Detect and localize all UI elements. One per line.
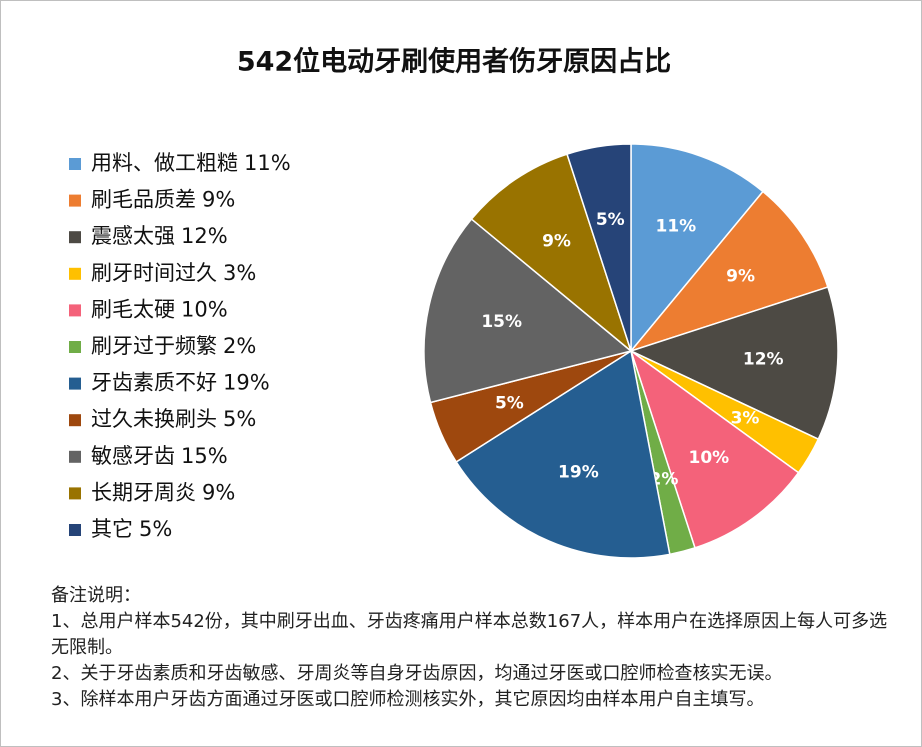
data-label: 15% [481,312,522,332]
data-label: 5% [596,210,625,230]
pie-slice [628,286,839,441]
chart-title: 542位电动牙刷使用者伤牙原因占比 [237,46,671,78]
data-label: 10% [689,448,730,468]
legend-entry: 震感太强 12% [91,224,228,248]
legend-value: 5% [223,407,256,431]
legend-value: 3% [223,261,256,285]
data-label: 3% [731,408,760,428]
legend-value: 19% [223,371,270,395]
legend-label: 敏感牙齿 [91,444,175,468]
legend-label: 震感太强 [91,224,175,248]
legend-swatch [69,194,81,207]
data-label: 12% [743,349,784,369]
legend-entry: 刷毛品质差 9% [91,188,235,212]
data-label: 5% [495,394,524,414]
legend-label: 牙齿素质不好 [91,371,217,395]
legend-label: 刷牙过于频繁 [91,334,217,358]
legend-swatch [69,341,81,353]
notes: 备注说明： 1、总用户样本542份，其中刷牙出血、牙齿疼痛用户样本总数167人，… [51,583,901,713]
legend-swatch [69,158,81,170]
legend-entry: 敏感牙齿 15% [91,444,228,468]
legend-value: 5% [139,517,172,541]
note-line: 3、除样本用户牙齿方面通过牙医或口腔师检测核实外，其它原因均由样本用户自主填写。 [51,689,765,710]
legend-swatch [69,450,81,463]
legend-entry: 刷牙时间过久 3% [91,261,256,285]
legend-swatch [69,524,81,536]
legend-value: 9% [202,188,235,212]
legend-label: 刷牙时间过久 [91,261,217,285]
legend-swatch [69,304,81,317]
legend-label: 刷毛太硬 [91,297,175,321]
data-label: 19% [558,463,599,483]
pie-slice [423,217,633,404]
legend-value: 2% [223,334,256,358]
pie-slice [470,153,633,354]
legend-entry: 刷毛太硬 10% [91,297,228,321]
legend-swatch [69,267,81,280]
pie-slice [630,143,765,354]
data-label: 9% [542,231,571,251]
legend-value: 10% [181,297,228,321]
legend-entry: 牙齿素质不好 19% [91,371,270,395]
notes-title: 备注说明： [51,585,141,606]
legend-swatch [69,487,81,500]
pie-slice [629,349,800,549]
legend-value: 11% [244,151,291,175]
note-line: 2、关于牙齿素质和牙齿敏感、牙周炎等自身牙齿原因，均通过牙医或口腔师检查核实无误… [51,663,783,684]
legend-label: 用料、做工粗糙 [91,151,238,175]
legend-entry: 过久未换刷头 5% [91,407,256,431]
note-line: 1、总用户样本542份，其中刷牙出血、牙齿疼痛用户样本总数167人，样本用户在选… [51,611,888,658]
legend-entry: 其它 5% [91,517,172,541]
legend-value: 9% [202,480,235,504]
legend-entry: 长期牙周炎 9% [91,480,235,504]
data-label: 11% [656,216,697,236]
legend-swatch [69,414,81,427]
legend-label: 刷毛品质差 [91,188,196,212]
legend-entry: 用料、做工粗糙 11% [91,151,291,175]
legend-label: 过久未换刷头 [91,407,217,431]
legend-entry: 刷牙过于频繁 2% [91,334,256,358]
pie-slice [628,190,829,353]
data-label: 9% [726,267,755,287]
pie-slice [566,143,632,352]
legend-swatch [69,231,81,244]
legend-swatch [69,377,81,390]
legend-label: 其它 [91,517,133,541]
pie-slice [455,349,671,559]
legend-label: 长期牙周炎 [91,480,196,504]
legend-value: 12% [181,224,228,248]
legend-value: 15% [181,444,228,468]
